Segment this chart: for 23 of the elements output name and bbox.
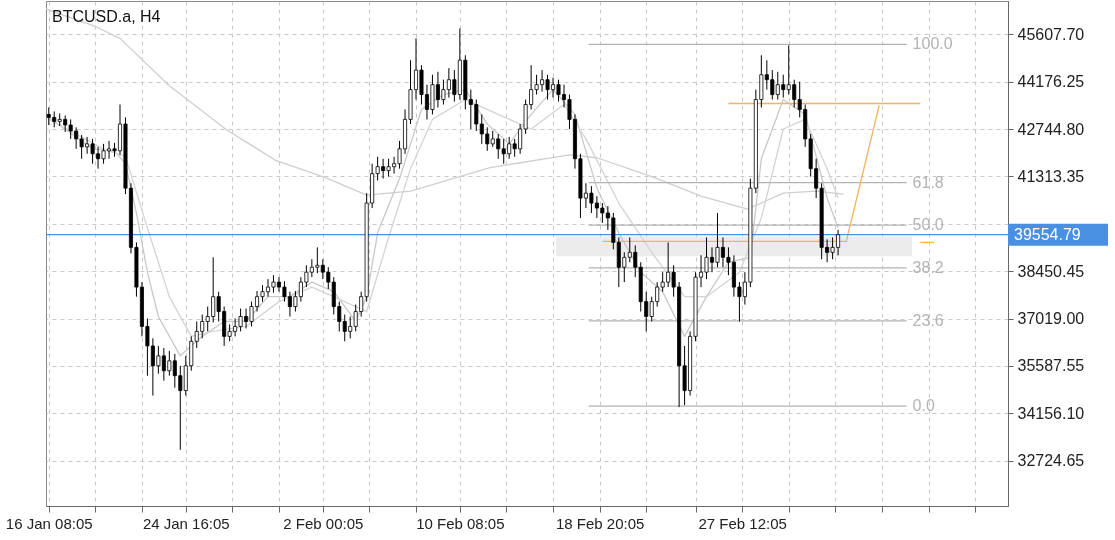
y-tick-label: 41313.35	[1017, 168, 1085, 185]
y-tick-label: 37019.00	[1017, 310, 1085, 328]
y-tick-label: 35587.55	[1017, 357, 1085, 375]
chart-title: BTCUSD.a, H4	[52, 8, 161, 25]
y-tick-label: 38450.45	[1017, 262, 1085, 280]
series-label: 38.2	[912, 258, 944, 276]
series-label: 0.0	[912, 397, 935, 415]
series-label: 100.0	[912, 35, 953, 53]
y-tick-label: 44176.25	[1017, 73, 1085, 91]
y-tick-label: 42744.80	[1017, 120, 1085, 138]
ref-line-label: 39554.79	[1014, 225, 1081, 243]
y-tick-label: 32724.65	[1017, 452, 1085, 470]
series-label: 61.8	[912, 173, 944, 191]
x-tick-label: 16 Jan 08:05	[5, 514, 93, 532]
x-tick-label: 10 Feb 08:05	[416, 514, 505, 532]
x-tick-label: 27 Feb 12:05	[698, 514, 787, 532]
x-tick-label: 18 Feb 20:05	[555, 514, 645, 532]
series-label: 23.6	[912, 311, 944, 329]
x-tick-label: 24 Jan 16:05	[142, 514, 230, 532]
x-tick-label: 2 Feb 00:05	[283, 514, 364, 532]
series-label: 50.0	[912, 216, 944, 234]
y-tick-label: 34156.10	[1017, 404, 1085, 422]
y-tick-label: 45607.70	[1017, 25, 1085, 43]
